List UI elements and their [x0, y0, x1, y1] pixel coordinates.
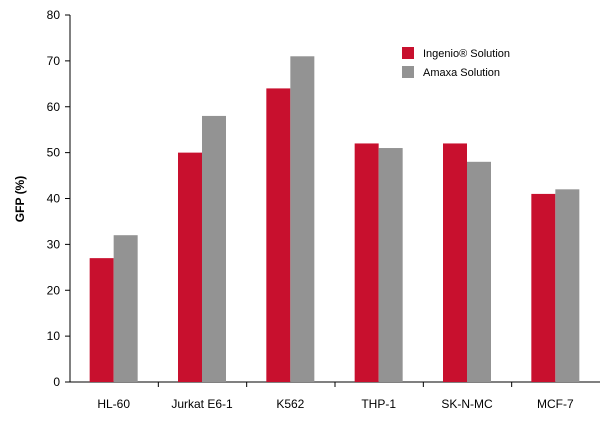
y-tick-label: 0 [53, 375, 60, 389]
bar-ingenio [443, 143, 467, 382]
x-tick-label: THP-1 [361, 397, 396, 411]
y-tick-label: 80 [47, 8, 61, 22]
bar-ingenio [89, 258, 114, 382]
bar-amaxa [555, 189, 580, 382]
y-tick-label: 20 [47, 283, 61, 297]
legend-label: Amaxa Solution [423, 67, 500, 79]
y-tick-label: 50 [47, 146, 61, 160]
legend-swatch [402, 47, 414, 59]
x-tick-label: Jurkat E6-1 [171, 397, 233, 411]
legend: Ingenio® Solution Amaxa Solution [402, 47, 510, 79]
legend-label: Ingenio® Solution [423, 48, 510, 60]
y-tick-label: 40 [47, 192, 61, 206]
bar-ingenio [266, 88, 291, 383]
bar-amaxa [202, 115, 226, 383]
bar-amaxa [113, 235, 138, 382]
y-tick-label: 30 [47, 237, 61, 251]
bar-amaxa [290, 56, 315, 382]
bars [89, 56, 580, 383]
bar-amaxa [467, 161, 491, 382]
y-tick-label: 10 [47, 329, 61, 343]
bar-ingenio [531, 193, 556, 382]
x-tick-label: K562 [276, 397, 304, 411]
axes: 0 10 20 30 40 50 60 70 80 HL-60 Jurkat E6-1 K562 THP… [47, 8, 600, 411]
bar-amaxa [378, 148, 403, 382]
x-tick-label: SK-N-MC [441, 397, 493, 411]
bar-ingenio [354, 143, 379, 382]
y-tick-label: 60 [47, 100, 61, 114]
x-tick-label: HL-60 [97, 397, 130, 411]
legend-swatch [402, 66, 414, 78]
y-axis-label: GFP (%) [13, 176, 27, 222]
bar-ingenio [178, 152, 202, 382]
x-tick-label: MCF-7 [537, 397, 574, 411]
y-tick-label: 70 [47, 54, 61, 68]
